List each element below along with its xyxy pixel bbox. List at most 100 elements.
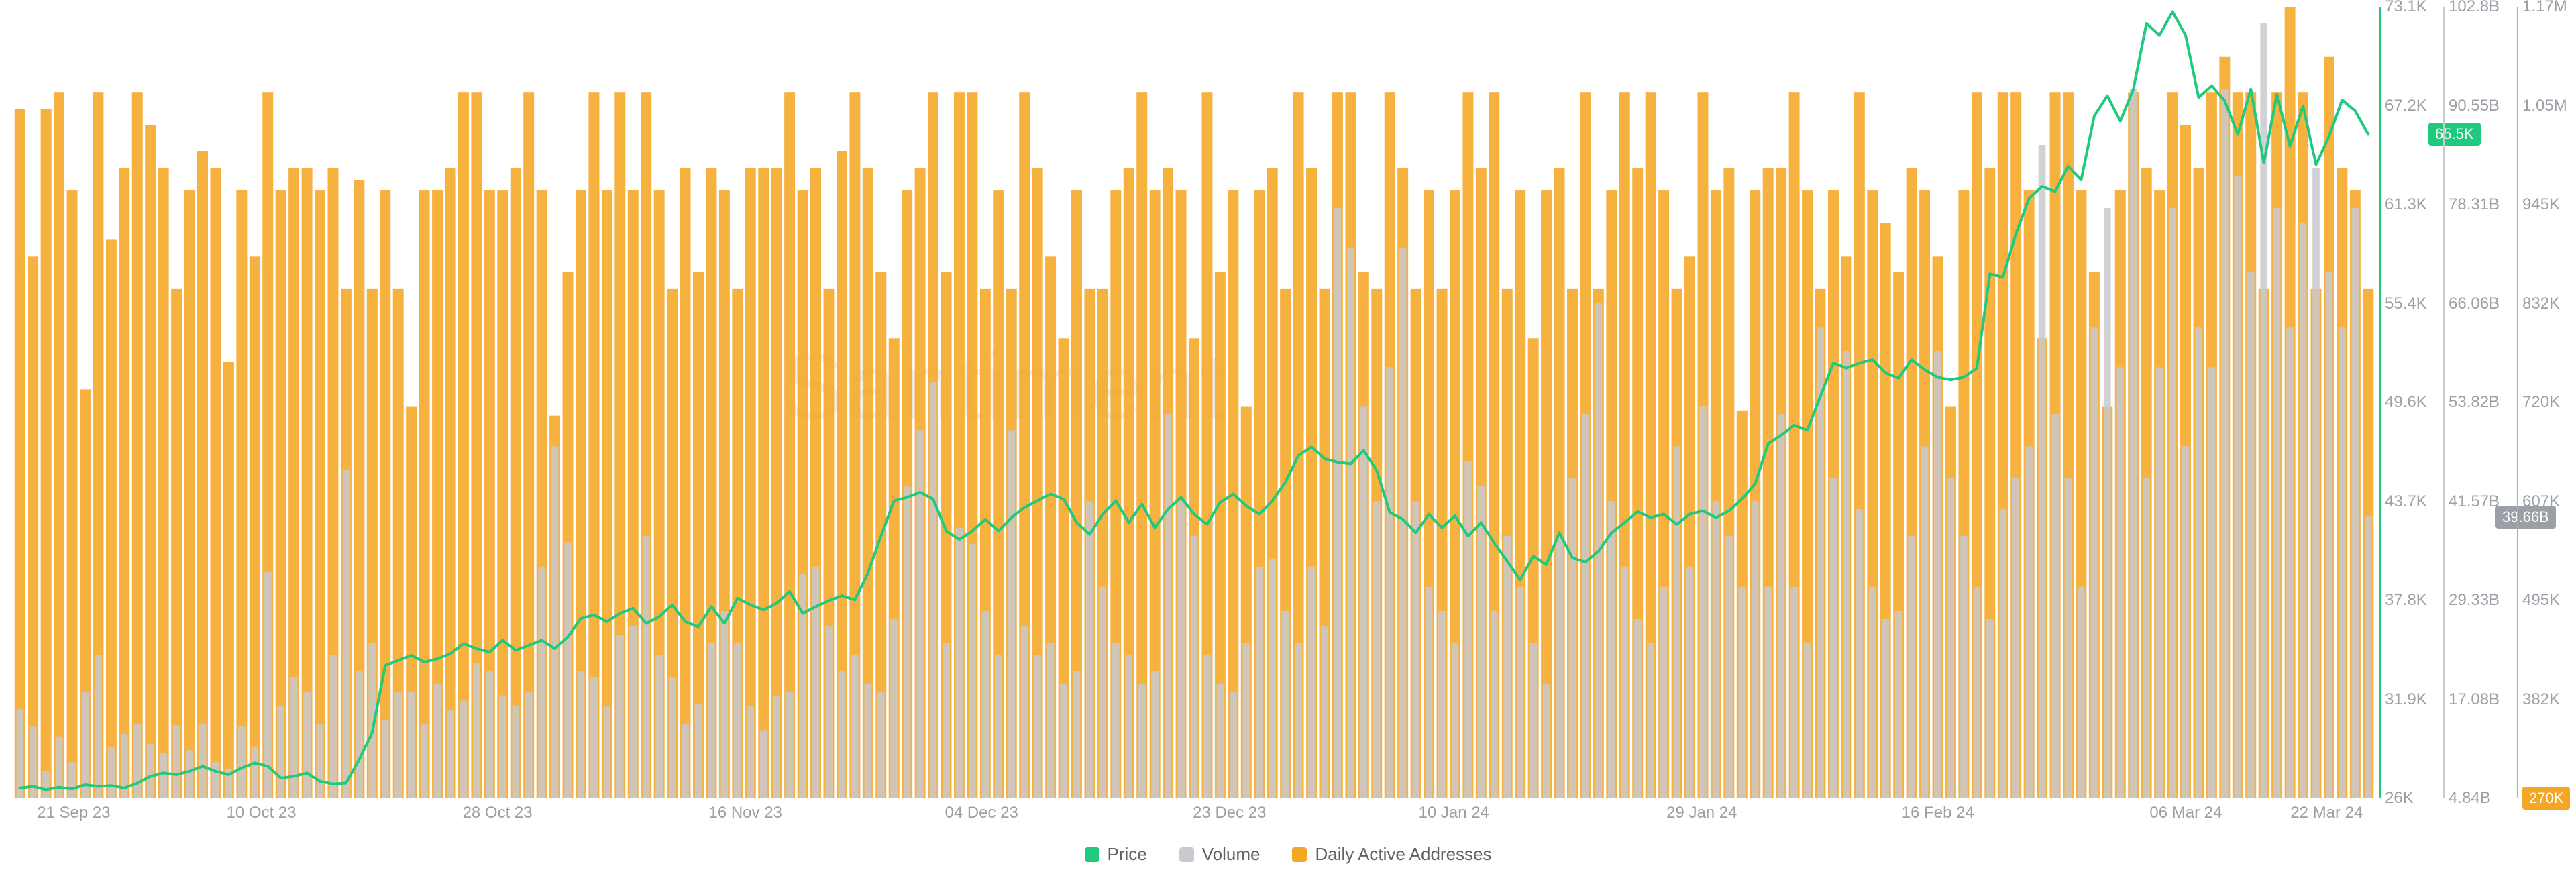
volume-bar bbox=[1491, 611, 1498, 798]
volume-bar bbox=[421, 724, 428, 798]
daa-bar bbox=[15, 109, 25, 798]
volume-bar bbox=[916, 430, 924, 798]
y-axis-line-daa bbox=[2517, 7, 2518, 798]
volume-bar bbox=[1556, 536, 1563, 798]
volume-bar bbox=[212, 762, 219, 798]
y-tick-daa: 607K bbox=[2522, 492, 2560, 511]
volume-bar bbox=[16, 709, 23, 798]
volume-bar bbox=[695, 704, 702, 798]
volume-bar bbox=[1112, 643, 1120, 798]
volume-bar bbox=[382, 720, 389, 798]
y-tick-daa: 382K bbox=[2522, 690, 2560, 709]
volume-bar bbox=[1999, 509, 2006, 798]
volume-bar bbox=[1360, 406, 1367, 798]
daa-bar bbox=[41, 109, 52, 798]
volume-bar bbox=[1725, 536, 1733, 798]
daa-bar bbox=[315, 190, 325, 798]
daa-bar bbox=[223, 362, 234, 798]
volume-bar bbox=[1543, 684, 1550, 798]
volume-bar bbox=[2065, 478, 2072, 798]
y-tick-volume: 78.31B bbox=[2449, 195, 2500, 214]
volume-bar bbox=[1060, 684, 1067, 798]
volume-bar bbox=[95, 655, 102, 798]
volume-bar bbox=[1295, 643, 1302, 798]
volume-bar bbox=[1869, 587, 1876, 798]
volume-bar bbox=[1895, 611, 1902, 798]
axis-badge-daa: 270K bbox=[2522, 787, 2570, 810]
y-tick-price: 26K bbox=[2385, 789, 2414, 808]
volume-bar bbox=[133, 724, 141, 798]
volume-bar bbox=[2104, 208, 2111, 798]
volume-bar bbox=[564, 543, 572, 798]
volume-bar bbox=[2078, 587, 2085, 798]
y-tick-daa: 495K bbox=[2522, 591, 2560, 610]
volume-bar bbox=[1764, 587, 1772, 798]
volume-bar bbox=[486, 671, 493, 798]
volume-bar bbox=[2025, 446, 2033, 798]
volume-bar bbox=[1386, 367, 1393, 798]
volume-bar bbox=[2012, 478, 2020, 798]
volume-bar bbox=[616, 635, 624, 798]
volume-bar bbox=[864, 684, 871, 798]
volume-bar bbox=[290, 677, 298, 798]
volume-bar bbox=[1947, 478, 1955, 798]
volume-bar bbox=[1177, 501, 1185, 798]
volume-bar bbox=[2326, 272, 2333, 798]
daa-bar bbox=[511, 168, 521, 798]
y-tick-daa: 720K bbox=[2522, 393, 2560, 412]
volume-bar bbox=[1151, 671, 1159, 798]
volume-bar bbox=[721, 611, 729, 798]
axis-badge-price: 65.5K bbox=[2428, 123, 2481, 146]
volume-bar bbox=[1308, 567, 1316, 798]
volume-bar bbox=[682, 724, 689, 798]
volume-bar bbox=[356, 671, 363, 798]
legend-swatch bbox=[1085, 847, 1099, 862]
legend-swatch bbox=[1179, 847, 1194, 862]
volume-bar bbox=[2156, 367, 2163, 798]
volume-bar bbox=[786, 692, 794, 798]
y-tick-price: 67.2K bbox=[2385, 97, 2427, 115]
volume-bar bbox=[851, 655, 859, 798]
daa-bar bbox=[67, 190, 78, 798]
daa-bar bbox=[132, 92, 143, 798]
volume-bar bbox=[68, 762, 76, 798]
volume-bar bbox=[1673, 446, 1680, 798]
volume-bar bbox=[538, 567, 545, 798]
y-tick-daa: 832K bbox=[2522, 294, 2560, 313]
x-tick: 28 Oct 23 bbox=[463, 804, 533, 822]
volume-bar bbox=[1086, 501, 1093, 798]
y-axis-line-volume bbox=[2443, 7, 2445, 798]
volume-bar bbox=[1974, 587, 1981, 798]
volume-bar bbox=[590, 677, 598, 798]
y-tick-volume: 4.84B bbox=[2449, 789, 2491, 808]
x-tick: 23 Dec 23 bbox=[1193, 804, 1266, 822]
volume-bar bbox=[1529, 643, 1537, 798]
volume-bar bbox=[512, 706, 519, 798]
legend-item: Volume bbox=[1179, 844, 1260, 865]
volume-bar bbox=[969, 544, 976, 798]
volume-bar bbox=[839, 671, 846, 798]
volume-bar bbox=[303, 692, 311, 798]
volume-bar bbox=[1738, 587, 1746, 798]
volume-bar bbox=[1882, 619, 1889, 798]
volume-bar bbox=[943, 643, 950, 798]
daa-bar bbox=[380, 190, 390, 798]
volume-bar bbox=[2286, 327, 2294, 798]
volume-bar bbox=[1621, 567, 1628, 798]
volume-bar bbox=[890, 619, 898, 798]
volume-bar bbox=[2273, 208, 2281, 798]
volume-bar bbox=[1426, 587, 1433, 798]
volume-bar bbox=[1099, 587, 1107, 798]
volume-bar bbox=[1934, 351, 1941, 798]
volume-bar bbox=[408, 692, 415, 798]
daa-bar bbox=[197, 151, 208, 798]
volume-bar bbox=[1008, 430, 1015, 798]
daa-bar bbox=[171, 289, 182, 798]
volume-bar bbox=[904, 486, 911, 798]
volume-bar bbox=[2208, 367, 2216, 798]
daa-bar bbox=[145, 125, 156, 798]
volume-bar bbox=[1125, 655, 1132, 798]
daa-bar bbox=[445, 168, 456, 798]
volume-bar bbox=[394, 692, 402, 798]
x-tick: 22 Mar 24 bbox=[2290, 804, 2363, 822]
